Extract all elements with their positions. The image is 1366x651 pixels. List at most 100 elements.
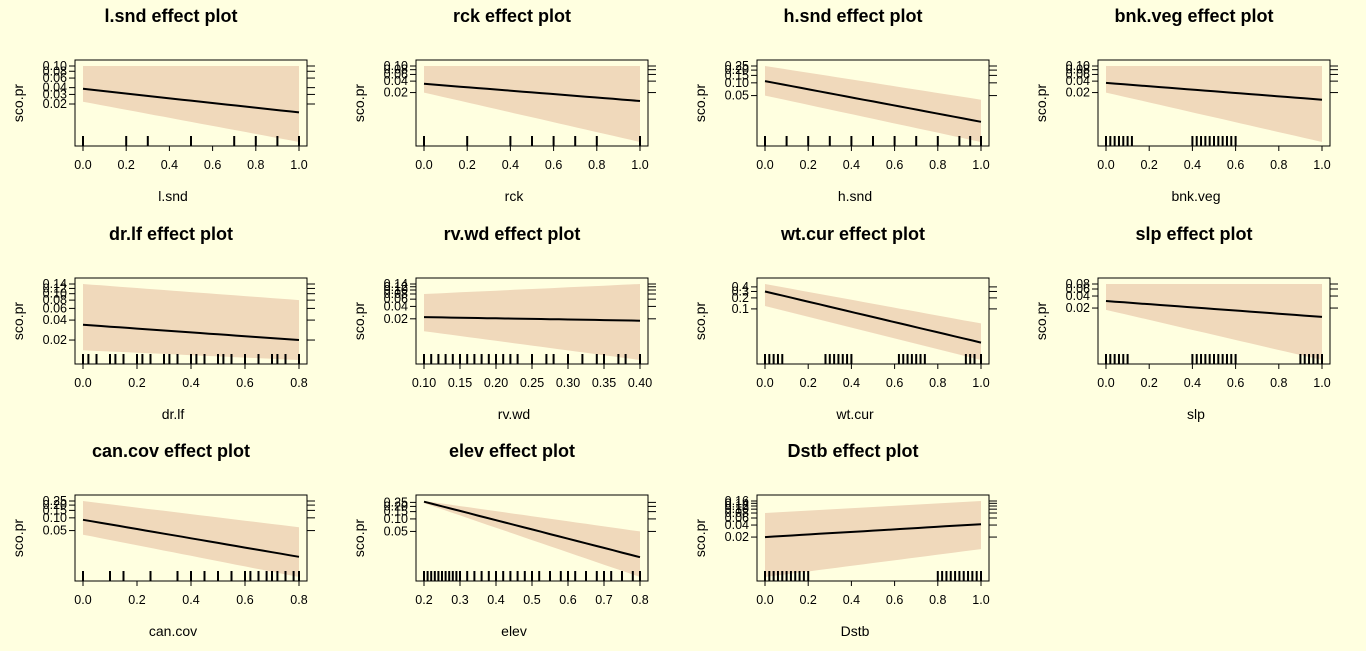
panel-bnk-veg: bnk.veg effect plot 0.0 0.2 0.4 0.6 0.8 1.0 0.0… (1033, 6, 1338, 204)
plot-frame (756, 277, 990, 365)
x-tick-label: 0.6 (1227, 376, 1244, 390)
y-tick-label: 0.06 (1066, 282, 1090, 296)
y-tick-label: 0.2 (732, 291, 749, 305)
x-tick-label: 0.6 (204, 158, 221, 172)
plot-frame (756, 494, 990, 582)
x-tick-label: 0.5 (523, 593, 540, 607)
x-tick-label: 0.2 (800, 158, 817, 172)
x-tick-label: 0.3 (451, 593, 468, 607)
y-axis-label: sco.pr (10, 84, 26, 122)
x-tick-label: 1.0 (972, 158, 989, 172)
chart-title: l.snd effect plot (104, 6, 237, 26)
x-tick-label: 0.8 (929, 593, 946, 607)
fit-line (423, 316, 641, 322)
x-tick-label: 0.4 (843, 376, 860, 390)
fit-line (764, 290, 982, 344)
x-tick-label: 0.6 (559, 593, 576, 607)
x-tick-label: 1.0 (290, 158, 307, 172)
x-tick-label: 0.0 (74, 158, 91, 172)
x-axis-label: l.snd (158, 188, 188, 204)
confidence-band (765, 501, 981, 577)
y-tick-label: 0.15 (384, 505, 408, 519)
y-tick-label: 0.14 (725, 496, 749, 510)
x-tick-label: 0.7 (595, 593, 612, 607)
y-tick-label: 0.3 (732, 284, 749, 298)
y-tick-label: 0.08 (384, 287, 408, 301)
confidence-band (83, 284, 299, 360)
x-tick-label: 0.8 (588, 158, 605, 172)
chart-title: slp effect plot (1135, 224, 1252, 244)
x-tick-label: 1.0 (972, 376, 989, 390)
chart-title: can.cov effect plot (92, 441, 250, 461)
fit-line (764, 80, 982, 123)
x-tick-label: 0.2 (128, 593, 145, 607)
confidence-band (424, 66, 640, 142)
y-tick-label: 0.10 (725, 502, 749, 516)
y-tick-label: 0.05 (43, 524, 67, 538)
x-tick-label: 0.20 (484, 376, 508, 390)
y-axis-label: sco.pr (692, 84, 708, 122)
confidence-band (83, 66, 299, 142)
y-tick-label: 0.02 (725, 530, 749, 544)
x-tick-label: 0.2 (1141, 376, 1158, 390)
y-tick-label: 0.02 (384, 312, 408, 326)
x-tick-label: 0.2 (415, 593, 432, 607)
x-tick-label: 0.6 (545, 158, 562, 172)
y-tick-label: 0.06 (384, 67, 408, 81)
x-axis-label: slp (1187, 406, 1205, 422)
y-tick-label: 0.4 (732, 280, 749, 294)
x-tick-label: 0.4 (843, 593, 860, 607)
chart-title: h.snd effect plot (784, 6, 923, 26)
x-tick-label: 0.4 (1184, 376, 1201, 390)
x-tick-label: 0.2 (800, 593, 817, 607)
x-tick-label: 0.8 (290, 376, 307, 390)
y-tick-label: 0.02 (384, 86, 408, 100)
y-tick-label: 0.08 (725, 506, 749, 520)
y-tick-label: 0.04 (725, 518, 749, 532)
x-tick-label: 0.4 (487, 593, 504, 607)
x-tick-label: 0.0 (756, 376, 773, 390)
confidence-band (424, 284, 640, 360)
x-tick-label: 0.4 (182, 593, 199, 607)
y-tick-label: 0.08 (1066, 277, 1090, 291)
x-tick-label: 0.0 (74, 593, 91, 607)
y-tick-label: 0.12 (725, 499, 749, 513)
x-tick-label: 0.15 (448, 376, 472, 390)
y-tick-label: 0.20 (384, 499, 408, 513)
x-axis-label: h.snd (838, 188, 872, 204)
fit-line (82, 518, 300, 558)
y-axis-label: sco.pr (351, 84, 367, 122)
x-tick-label: 0.6 (1227, 158, 1244, 172)
x-tick-label: 0.6 (886, 158, 903, 172)
y-axis-label: sco.pr (10, 302, 26, 340)
x-tick-label: 0.8 (1270, 158, 1287, 172)
x-tick-label: 0.0 (756, 158, 773, 172)
x-tick-label: 0.0 (74, 376, 91, 390)
x-tick-label: 0.4 (182, 376, 199, 390)
y-tick-label: 0.10 (43, 287, 67, 301)
fit-line (82, 323, 300, 341)
x-tick-label: 0.4 (502, 158, 519, 172)
y-tick-label: 0.20 (43, 498, 67, 512)
y-tick-label: 0.02 (43, 97, 67, 111)
x-tick-label: 1.0 (1313, 158, 1330, 172)
y-tick-label: 0.02 (43, 333, 67, 347)
plot-frame (1097, 277, 1331, 365)
y-tick-label: 0.05 (725, 89, 749, 103)
x-axis-label: Dstb (841, 623, 870, 639)
y-axis-label: sco.pr (1033, 84, 1049, 122)
y-tick-label: 0.04 (384, 74, 408, 88)
fit-line (82, 87, 300, 114)
x-tick-label: 0.2 (128, 376, 145, 390)
y-tick-label: 0.15 (725, 68, 749, 82)
y-tick-label: 0.20 (725, 63, 749, 77)
x-tick-label: 0.2 (118, 158, 135, 172)
plot-frame (1097, 59, 1331, 147)
chart-title: dr.lf effect plot (109, 224, 233, 244)
y-tick-label: 0.25 (384, 495, 408, 509)
y-tick-label: 0.10 (384, 283, 408, 297)
x-tick-label: 0.6 (886, 593, 903, 607)
x-tick-label: 0.4 (161, 158, 178, 172)
